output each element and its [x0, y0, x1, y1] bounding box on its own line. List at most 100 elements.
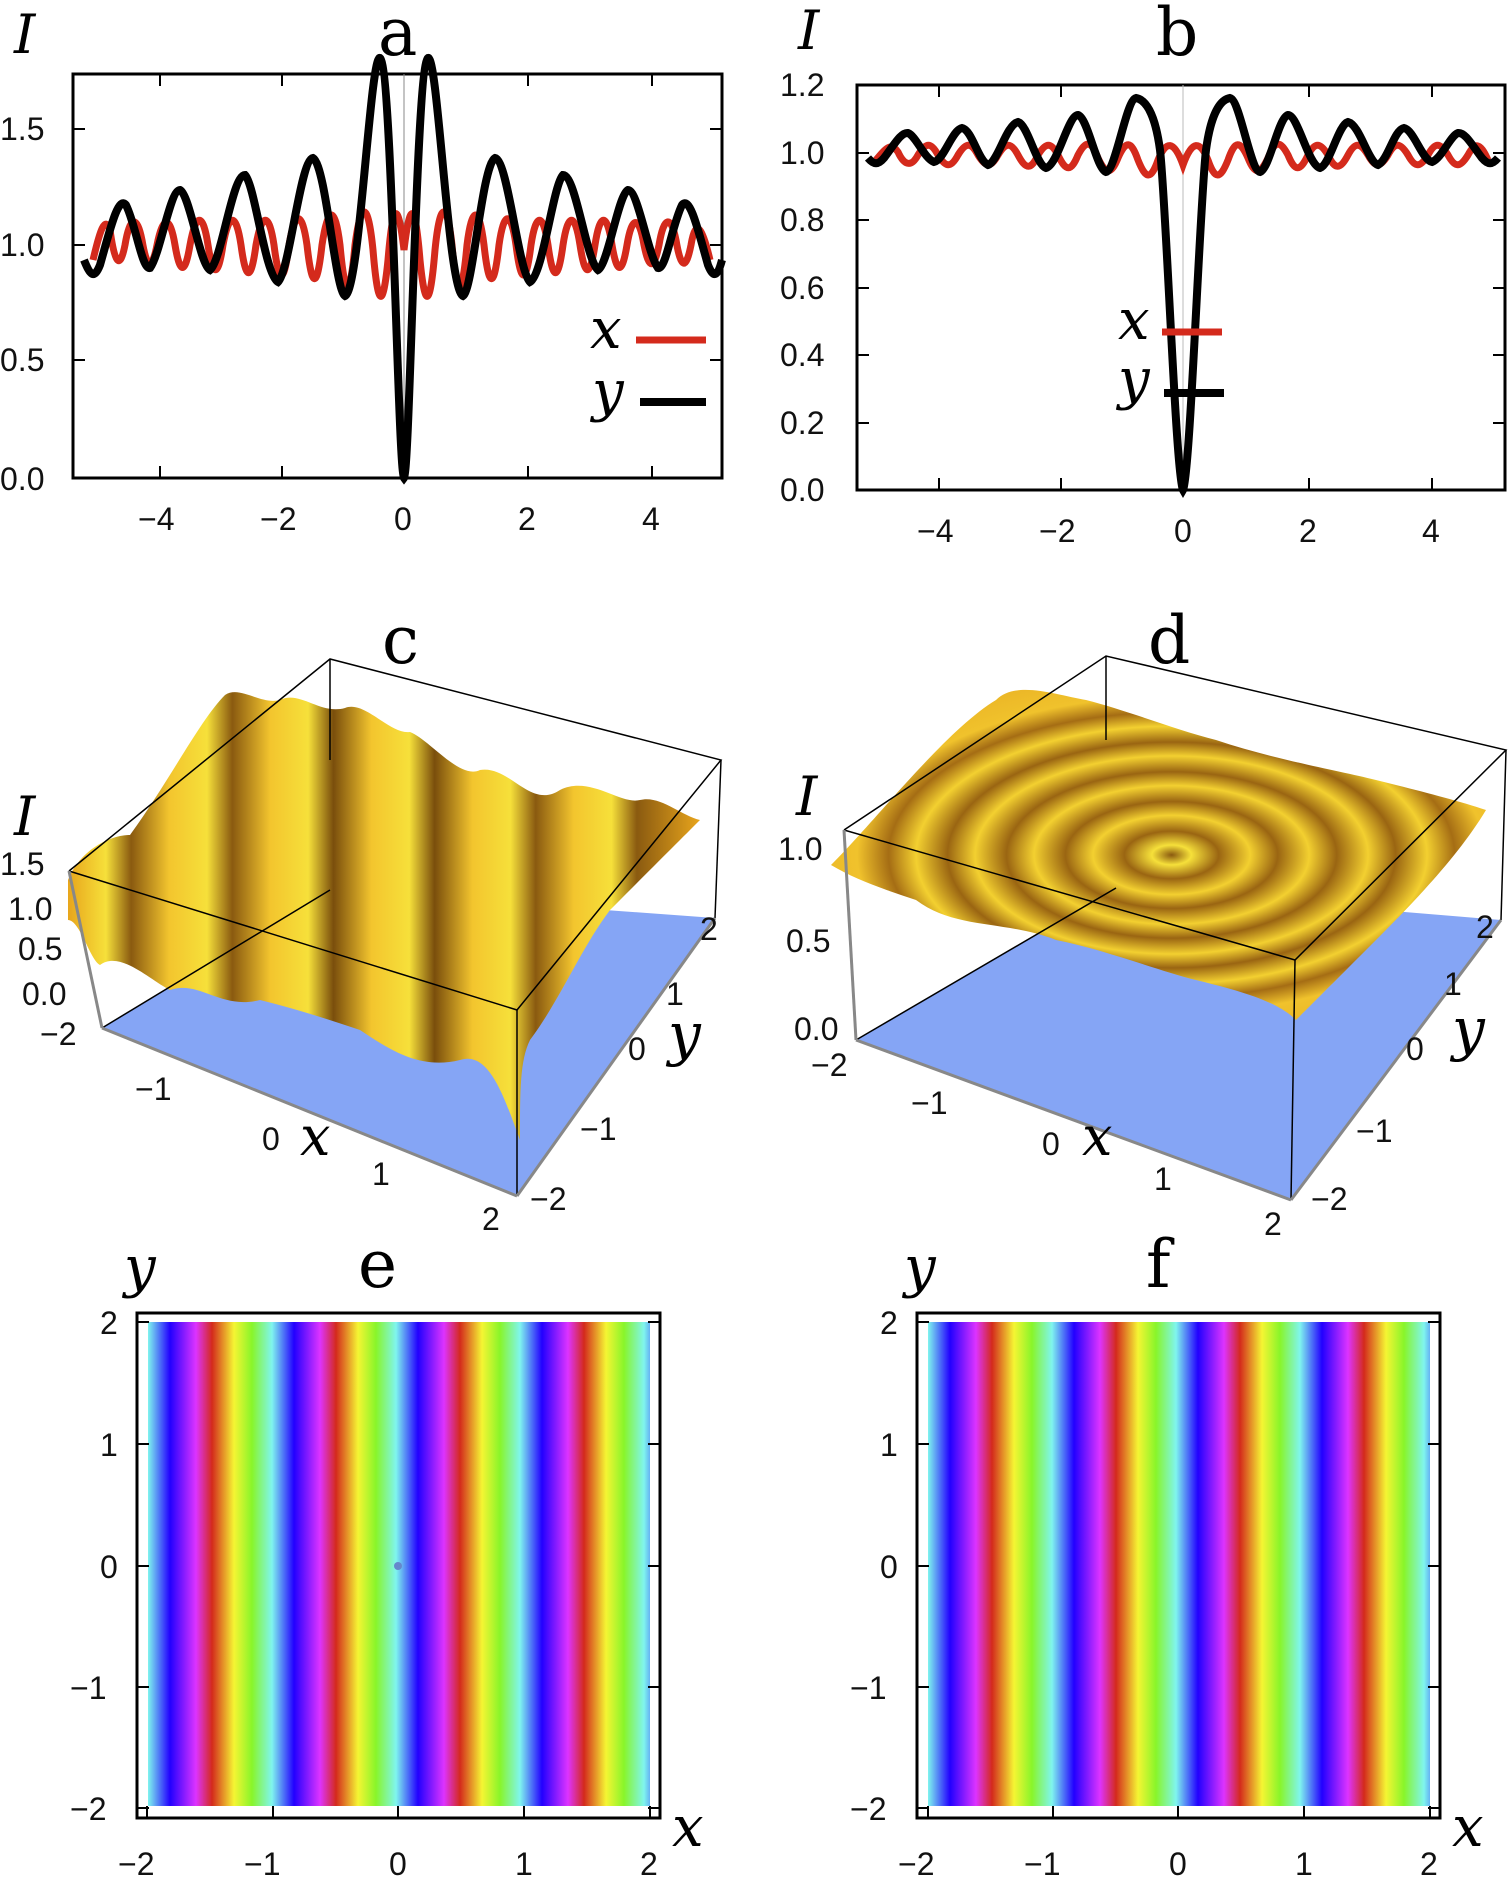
panel-c-z-axis-label: I — [14, 785, 36, 848]
ytick--2: −2 — [1311, 1181, 1347, 1217]
series-y-line — [80, 53, 726, 485]
panel-e-title: e — [358, 1226, 398, 1303]
xtick-4: 4 — [1422, 513, 1440, 549]
ytick-0.4: 0.4 — [780, 337, 824, 373]
phase-singularity — [394, 1562, 402, 1570]
xtick--1: −1 — [911, 1085, 947, 1121]
ytick--2: −2 — [850, 1791, 886, 1827]
ytick-1.0: 1.0 — [780, 135, 824, 171]
panel-d: d 1.0 0.5 0.0 −2 — [756, 608, 1512, 1242]
panel-c: c — [0, 608, 756, 1240]
ytick-1.2: 1.2 — [780, 67, 824, 103]
ytick--1: −1 — [70, 1670, 106, 1706]
panel-f-title: f — [1146, 1226, 1171, 1303]
panel-b: b I 1.2 1.0 0.8 0.6 0.4 0.2 0.0 −4 −2 0 … — [756, 0, 1512, 560]
ytick-0: 0 — [880, 1549, 898, 1585]
panel-d-z-axis-label: I — [796, 765, 818, 828]
xtick-2: 2 — [482, 1201, 500, 1237]
ytick-1: 1 — [100, 1427, 118, 1463]
xtick-4: 4 — [642, 501, 660, 537]
panel-d-plot: 1.0 0.5 0.0 −2 −1 0 1 2 −2 −1 0 1 2 — [778, 655, 1508, 1242]
ytick--2: −2 — [530, 1181, 566, 1217]
ytick-1.0: 1.0 — [0, 227, 44, 263]
panel-e: e y 2 1 0 −1 −2 −2 −1 0 1 2 x — [0, 1232, 756, 1885]
intensity-surface — [68, 692, 700, 1140]
ytick-2: 2 — [700, 911, 718, 947]
panel-a-y-axis-label: I — [14, 3, 36, 66]
panel-d-x-axis-label: x — [1082, 1105, 1113, 1168]
ytick--1: −1 — [580, 1111, 616, 1147]
xtick-1: 1 — [1154, 1161, 1172, 1197]
ytick-0.5: 0.5 — [0, 342, 44, 378]
xtick--2: −2 — [118, 1846, 154, 1882]
ytick-2: 2 — [100, 1305, 118, 1341]
xtick--2: −2 — [898, 1846, 934, 1882]
panel-f-x-axis-label: x — [1452, 1795, 1484, 1860]
ztick-0.0: 0.0 — [22, 976, 66, 1012]
panel-d-title: d — [1148, 602, 1191, 679]
panel-c-y-axis-label: y — [668, 1000, 701, 1068]
panel-f: f y 2 1 0 −1 −2 −2 −1 0 1 2 x — [756, 1232, 1512, 1885]
xtick-1: 1 — [372, 1156, 390, 1192]
z-axis-line — [842, 829, 858, 1041]
ytick--2: −2 — [70, 1791, 106, 1827]
ytick-0: 0 — [100, 1549, 118, 1585]
ztick-0.0: 0.0 — [794, 1011, 838, 1047]
panel-f-frame: 2 1 0 −1 −2 −2 −1 0 1 2 — [850, 1305, 1442, 1882]
xtick-2: 2 — [1299, 513, 1317, 549]
panel-e-frame: 2 1 0 −1 −2 −2 −1 0 1 2 — [70, 1305, 662, 1882]
panel-a-title: a — [378, 0, 418, 71]
ytick-0.8: 0.8 — [780, 202, 824, 238]
xtick-0: 0 — [1174, 513, 1192, 549]
ztick-1.0: 1.0 — [8, 891, 52, 927]
ytick-0.6: 0.6 — [780, 270, 824, 306]
ztick-1.5: 1.5 — [0, 846, 44, 882]
xtick-1: 1 — [1295, 1846, 1313, 1882]
x-axis-line — [855, 1038, 1292, 1202]
y-axis-line — [1289, 919, 1503, 1201]
ytick-0: 0 — [628, 1031, 646, 1067]
panel-e-x-axis-label: x — [672, 1795, 704, 1860]
xtick-0: 0 — [389, 1846, 407, 1882]
ytick-1: 1 — [666, 976, 684, 1012]
xtick-2: 2 — [640, 1846, 658, 1882]
series-x-line — [89, 208, 714, 300]
xtick--2: −2 — [40, 1016, 76, 1052]
ytick-1: 1 — [880, 1427, 898, 1463]
phase-map-f — [928, 1322, 1430, 1806]
xtick-0: 0 — [1169, 1846, 1187, 1882]
panel-d-y-axis-label: y — [1452, 995, 1485, 1063]
ytick-2: 2 — [1476, 909, 1494, 945]
ytick--1: −1 — [850, 1670, 886, 1706]
xtick--1: −1 — [135, 1071, 171, 1107]
ytick--1: −1 — [1356, 1113, 1392, 1149]
xtick-1: 1 — [515, 1846, 533, 1882]
ytick-0.2: 0.2 — [780, 405, 824, 441]
x-axis-line — [101, 1026, 518, 1198]
ztick-0.5: 0.5 — [786, 923, 830, 959]
series-x-line — [873, 140, 1492, 179]
ytick-1.5: 1.5 — [0, 111, 44, 147]
xtick-0: 0 — [394, 501, 412, 537]
panel-f-y-axis-label: y — [904, 1235, 936, 1300]
z-axis-line — [67, 870, 104, 1029]
xtick-0: 0 — [262, 1121, 280, 1157]
panel-b-plot: 1.2 1.0 0.8 0.6 0.4 0.2 0.0 −4 −2 0 2 4 … — [780, 67, 1507, 549]
xtick--4: −4 — [138, 501, 174, 537]
ztick-0.5: 0.5 — [18, 931, 62, 967]
xtick-0: 0 — [1042, 1126, 1060, 1162]
xtick-2: 2 — [1420, 1846, 1438, 1882]
series-y-line — [864, 93, 1502, 499]
ytick-1: 1 — [1444, 966, 1462, 1002]
ytick-0.0: 0.0 — [0, 461, 44, 497]
panel-b-title: b — [1156, 0, 1199, 71]
xtick--2: −2 — [260, 501, 296, 537]
legend-y-label: y — [1115, 347, 1151, 412]
panel-b-y-axis-label: I — [798, 0, 820, 62]
ztick-1.0: 1.0 — [778, 831, 822, 867]
panel-c-title: c — [382, 602, 419, 679]
panel-c-plot: 1.5 1.0 0.5 0.0 −2 −1 0 1 2 −2 −1 0 1 2 — [0, 658, 723, 1237]
xtick--2: −2 — [1039, 513, 1075, 549]
xtick--1: −1 — [244, 1846, 280, 1882]
xtick-2: 2 — [518, 501, 536, 537]
